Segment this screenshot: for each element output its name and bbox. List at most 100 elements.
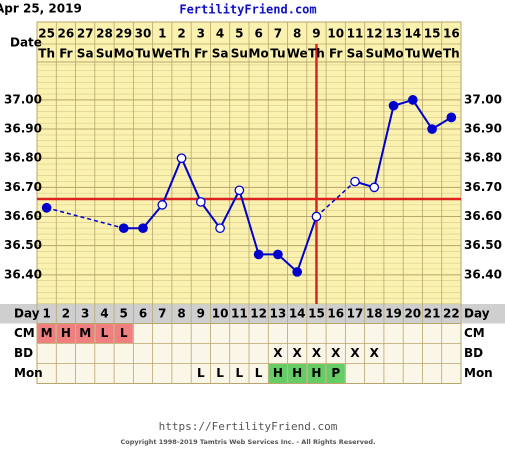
day-number: 2 [62, 306, 70, 320]
bd-value: X [370, 346, 380, 360]
row-label: Date [10, 36, 42, 50]
date-label: 5 [235, 27, 243, 41]
cm-cell [114, 324, 133, 343]
day-number: 4 [100, 306, 108, 320]
plot [37, 44, 461, 304]
day-number: 9 [197, 306, 205, 320]
date-label: 12 [366, 27, 383, 41]
y-tick-label-right: 36.40 [464, 267, 502, 281]
weekday-label: Fr [329, 47, 342, 61]
day-number: 19 [385, 306, 402, 320]
date-label: 8 [293, 27, 301, 41]
day-number: 13 [270, 306, 287, 320]
day-number: 3 [81, 306, 89, 320]
temperature-point [195, 197, 206, 207]
mon-value: P [331, 366, 340, 380]
day-number: 16 [327, 306, 344, 320]
date-label: 28 [96, 27, 113, 41]
y-tick-label-right: 36.80 [464, 151, 502, 165]
date-label: 10 [327, 27, 344, 41]
temperature-point [215, 223, 225, 234]
weekday-label: We [152, 47, 173, 61]
site-title: FertilityFriend.com [179, 3, 316, 17]
weekday-label: Sa [212, 47, 229, 61]
day-number: 5 [120, 306, 128, 320]
date-label: 30 [135, 27, 152, 41]
cm-value: H [61, 326, 71, 340]
y-tick-label: 36.90 [4, 122, 42, 136]
date-label: 16 [443, 27, 460, 41]
y-tick-label-right: 36.70 [464, 180, 502, 194]
weekday-label: Su [231, 47, 248, 61]
date-label: 4 [216, 27, 224, 41]
day-number: 20 [404, 306, 421, 320]
date-label: 9 [312, 27, 320, 41]
y-tick-label-right: 36.60 [464, 209, 502, 223]
date-label: 14 [404, 27, 421, 41]
weekday-label: Su [96, 47, 113, 61]
y-tick-label: 37.00 [4, 92, 42, 106]
bd-value: X [293, 346, 303, 360]
date-label: 25 [38, 27, 55, 41]
temperature-point [176, 153, 187, 164]
cm-value: M [41, 326, 53, 340]
mon-cell [326, 364, 345, 383]
temperature-point [311, 211, 322, 222]
cm-cell [95, 324, 114, 343]
date-label: 3 [197, 27, 205, 41]
mon-value: L [255, 366, 263, 380]
mon-value: L [216, 366, 224, 380]
bd-value: X [350, 346, 360, 360]
row-label: BD [14, 346, 33, 360]
weekday-label: Fr [194, 47, 207, 61]
grid [0, 21, 505, 384]
day-number: 18 [366, 306, 383, 320]
day-number: 15 [308, 306, 325, 320]
cm-cell [56, 324, 76, 343]
date-label: 13 [385, 27, 402, 41]
temperature-point [234, 185, 245, 196]
temperature-point [369, 182, 380, 193]
day-number: 11 [231, 306, 248, 320]
temperature-point [388, 100, 399, 111]
bd-value: X [331, 346, 341, 360]
temperature-point [427, 124, 437, 134]
mon-cell [288, 364, 307, 383]
weekday-label: Tu [405, 47, 420, 61]
temperature-point [350, 176, 360, 187]
weekday-label: Tu [135, 47, 150, 61]
day-number: 21 [424, 306, 441, 320]
date-label: 1 [158, 27, 166, 41]
date-label: 27 [77, 27, 94, 41]
bd-value: X [312, 346, 322, 360]
y-tick-label-right: 37.00 [464, 92, 502, 106]
row-label: CM [14, 326, 35, 340]
row-label-right: BD [464, 346, 483, 360]
mon-value: L [236, 366, 244, 380]
chart-date: Apr 25, 2019 [0, 2, 82, 16]
weekday-label: Fr [59, 47, 72, 61]
weekday-label: Th [38, 47, 55, 61]
row-label: Mon [14, 366, 43, 380]
day-number: 12 [250, 306, 267, 320]
row-label: Day [14, 306, 40, 320]
mon-value: H [273, 366, 283, 380]
weekday-label: Su [366, 47, 383, 61]
temperature-point [118, 223, 129, 234]
date-label: 2 [177, 27, 185, 41]
date-label: 15 [424, 27, 441, 41]
row-label-right: Mon [464, 366, 493, 380]
gap-connector [46, 207, 124, 229]
mon-value: L [197, 366, 205, 380]
weekday-label: Mo [114, 47, 134, 61]
row-label-right: Day [464, 306, 490, 320]
day-number: 6 [139, 306, 147, 320]
day-number: 8 [177, 306, 185, 320]
date-label: 26 [58, 27, 75, 41]
temperature-point [273, 249, 283, 260]
day-number: 1 [42, 306, 50, 320]
weekday-label: Sa [347, 47, 364, 61]
date-label: 7 [274, 27, 282, 41]
day-number: 10 [212, 306, 229, 320]
